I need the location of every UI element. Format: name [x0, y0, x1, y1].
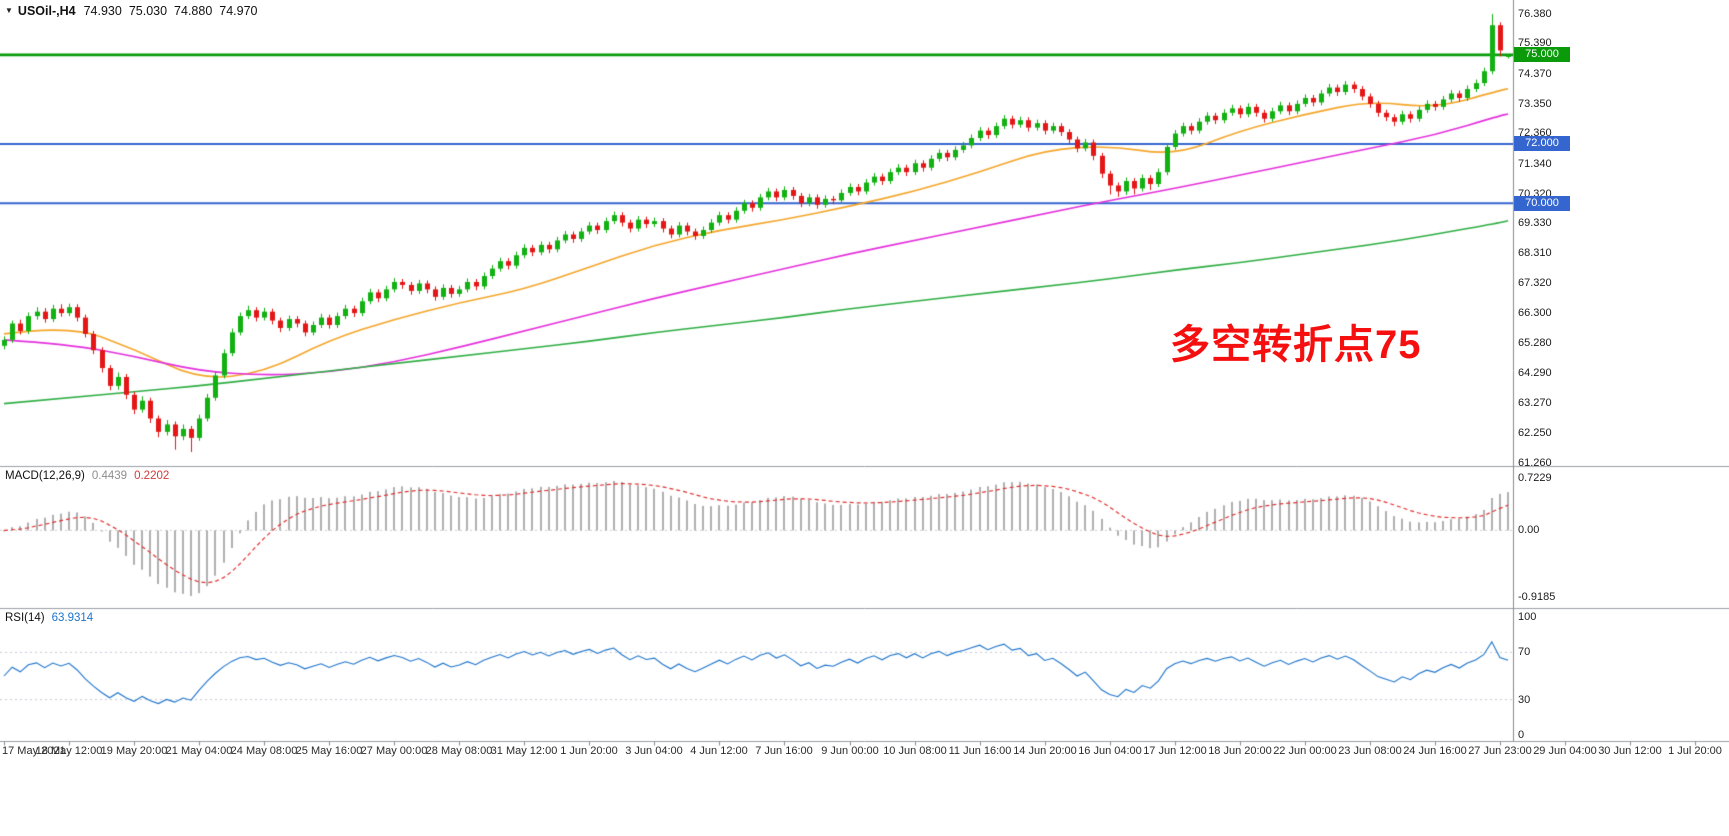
time-axis-label: 4 Jun 12:00 [690, 745, 748, 757]
ohlc-close: 74.970 [219, 4, 258, 18]
ohlc-open: 74.930 [83, 4, 122, 18]
time-axis-label: 17 Jun 12:00 [1143, 745, 1207, 757]
macd-value-main: 0.4439 [91, 470, 128, 482]
time-axis-label: 27 May 00:00 [360, 745, 428, 757]
time-axis-label: 17 May 2021 [2, 745, 66, 757]
time-axis-label: 24 May 08:00 [230, 745, 298, 757]
price-axis-label: 67.320 [1518, 276, 1552, 289]
time-axis-label: 10 Jun 08:00 [883, 745, 947, 757]
time-axis-label: 1 Jun 20:00 [560, 745, 618, 757]
time-axis-label: 18 Jun 20:00 [1208, 745, 1272, 757]
time-axis[interactable]: 17 May 2021 18 May 12:00 19 May 20:00 21 Ma… [0, 742, 1729, 766]
price-axis-label: 72.360 [1518, 127, 1552, 140]
price-axis-label: 71.340 [1518, 157, 1552, 170]
rsi-axis-label: 30 [1518, 693, 1531, 706]
time-axis-label: 16 Jun 04:00 [1078, 745, 1142, 757]
time-axis-label: 3 Jun 04:00 [625, 745, 683, 757]
time-axis-label: 28 May 08:00 [425, 745, 493, 757]
price-line-label-line-70: 70.000 [1514, 195, 1570, 211]
price-axis-label: 69.330 [1518, 217, 1552, 230]
time-axis-label: 29 Jun 04:00 [1533, 745, 1597, 757]
price-line-label-line-72: 72.000 [1514, 136, 1570, 152]
macd-axis-label: -0.9185 [1518, 591, 1556, 603]
rsi-axis-label: 100 [1518, 611, 1537, 623]
time-axis-label: 1 Jul 20:00 [1668, 745, 1722, 757]
symbol-period-label: USOil-,H4 [17, 4, 76, 18]
price-axis-label: 68.310 [1518, 247, 1552, 260]
price-axis-label: 66.300 [1518, 307, 1552, 320]
price-axis-label: 62.250 [1518, 427, 1552, 440]
time-axis-label: 25 May 16:00 [295, 745, 363, 757]
annotation-text: 多空转折点75 [1170, 323, 1422, 367]
price-axis-label: 61.260 [1518, 456, 1552, 469]
symbol-dropdown-icon[interactable]: ▼ [5, 6, 13, 15]
time-axis-label: 7 Jun 16:00 [755, 745, 813, 757]
price-axis-label: 74.370 [1518, 67, 1552, 80]
time-axis-label: 24 Jun 16:00 [1403, 745, 1467, 757]
time-axis-label: 30 Jun 12:00 [1598, 745, 1662, 757]
macd-axis-label: 0.00 [1518, 524, 1540, 537]
time-axis-label: 18 May 12:00 [35, 745, 103, 757]
macd-label: MACD(12,26,9) [5, 470, 85, 482]
time-axis-label: 14 Jun 20:00 [1013, 745, 1077, 757]
rsi-label-row: RSI(14) 63.9314 [5, 612, 93, 624]
rsi-axis-label: 70 [1518, 646, 1531, 659]
time-axis-label: 22 Jun 00:00 [1273, 745, 1337, 757]
price-axis-label: 63.270 [1518, 397, 1552, 410]
time-axis-label: 21 May 04:00 [165, 745, 233, 757]
rsi-axis-label: 0 [1518, 729, 1525, 741]
rsi-label: RSI(14) [5, 612, 45, 624]
time-axis-label: 11 Jun 16:00 [948, 745, 1012, 757]
ohlc-high: 75.030 [128, 4, 168, 18]
price-axis-label: 76.380 [1518, 7, 1552, 20]
rsi-value: 63.9314 [51, 612, 94, 624]
macd-label-row: MACD(12,26,9) 0.4439 0.2202 [5, 470, 169, 482]
macd-axis-label: 0.7229 [1518, 472, 1552, 484]
price-axis-label: 64.290 [1518, 366, 1552, 379]
macd-value-signal: 0.2202 [134, 470, 170, 482]
time-axis-label: 23 Jun 08:00 [1338, 745, 1402, 757]
time-axis-label: 31 May 12:00 [490, 745, 558, 757]
price-axis-label: 73.350 [1518, 97, 1552, 110]
time-axis-label: 19 May 20:00 [100, 745, 168, 757]
ohlc-low: 74.880 [174, 4, 213, 18]
price-axis-label: 75.390 [1518, 37, 1552, 50]
time-axis-label: 9 Jun 00:00 [821, 745, 879, 757]
price-axis-label: 65.280 [1518, 337, 1552, 350]
chart-title: ▼ USOil-,H4 74.930 75.030 74.880 74.970 [5, 4, 265, 18]
time-axis-label: 27 Jun 23:00 [1468, 745, 1532, 757]
price-line-label-line-75: 75.000 [1514, 47, 1570, 63]
